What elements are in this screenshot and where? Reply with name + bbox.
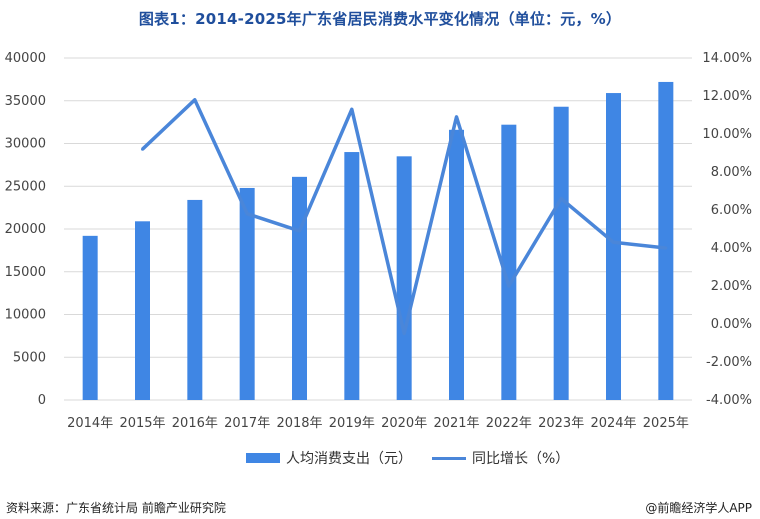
- line-point: [455, 115, 458, 119]
- bar: [553, 106, 569, 401]
- x-tick-label: 2022年: [486, 416, 532, 431]
- y-right-tick-label: 4.00%: [711, 241, 752, 256]
- bar: [82, 235, 98, 400]
- y-left-tick-label: 25000: [5, 179, 46, 194]
- bar: [135, 221, 150, 400]
- x-tick-label: 2016年: [172, 416, 218, 431]
- x-tick-label: 2023年: [538, 416, 584, 431]
- x-tick-label: 2015年: [119, 416, 165, 431]
- brand-mark: @前瞻经济学人APP: [645, 501, 752, 515]
- line-point: [664, 246, 668, 250]
- y-right-tick-label: 8.00%: [711, 165, 752, 180]
- y-left-tick-label: 5000: [13, 350, 46, 365]
- y-right-tick-label: 0.00%: [711, 317, 752, 332]
- bar: [344, 152, 360, 400]
- source-note: 资料来源：广东省统计局 前瞻产业研究院: [6, 501, 226, 515]
- x-tick-label: 2021年: [433, 416, 479, 431]
- bar: [658, 81, 674, 400]
- line-point: [559, 197, 563, 201]
- y-right-tick-label: -4.00%: [706, 393, 752, 408]
- line-point: [193, 98, 197, 102]
- legend-item-bar[interactable]: 人均消费支出（元）: [246, 448, 412, 468]
- y-axis-right: -4.00% -2.00% 0.00% 2.00% 4.00% 6.00% 8.00% 10.…: [702, 51, 752, 408]
- footer: 资料来源：广东省统计局 前瞻产业研究院 @前瞻经济学人APP: [0, 497, 760, 519]
- line-point: [245, 212, 249, 216]
- x-tick-label: 2024年: [590, 416, 636, 431]
- y-left-tick-label: 30000: [5, 137, 46, 152]
- line-point: [507, 284, 511, 288]
- x-tick-label: 2020年: [381, 416, 427, 431]
- y-axis-left: 0 5000 10000 15000 20000 25000 30000 35000 40000: [5, 51, 46, 408]
- x-tick-label: 2025年: [643, 416, 689, 431]
- legend-bar-label: 人均消费支出（元）: [286, 451, 412, 467]
- bar: [187, 199, 203, 400]
- line-point: [402, 332, 406, 335]
- y-left-tick-label: 20000: [5, 222, 46, 237]
- y-left-tick-label: 40000: [5, 51, 46, 66]
- x-tick-label: 2014年: [67, 416, 113, 431]
- line-series: [141, 98, 668, 336]
- y-right-tick-label: -2.00%: [706, 355, 752, 370]
- y-left-tick-label: 0: [38, 393, 46, 408]
- y-right-tick-label: 6.00%: [711, 203, 752, 218]
- y-right-tick-label: 2.00%: [711, 279, 752, 294]
- chart-title: 图表1：2014-2025年广东省居民消费水平变化情况（单位：元，%）: [138, 10, 622, 28]
- line-point: [612, 240, 615, 244]
- bar: [501, 124, 517, 400]
- bar: [449, 129, 464, 400]
- legend-line-swatch: [432, 456, 466, 460]
- y-left-tick-label: 35000: [5, 94, 46, 109]
- x-tick-label: 2019年: [329, 416, 375, 431]
- bar: [606, 93, 621, 401]
- legend-line-label: 同比增长（%）: [472, 451, 570, 467]
- legend-bar-swatch: [246, 453, 280, 463]
- bar: [239, 187, 255, 400]
- x-tick-label: 2018年: [276, 416, 322, 431]
- x-axis: 2014年 2015年 2016年 2017年 2018年 2019年 2020年 2021年…: [67, 416, 689, 431]
- bar-series: [82, 81, 674, 401]
- y-right-tick-label: 12.00%: [702, 89, 752, 104]
- y-left-tick-label: 10000: [5, 308, 46, 323]
- y-right-tick-label: 10.00%: [702, 127, 752, 142]
- bar: [292, 176, 307, 400]
- line-point: [298, 229, 301, 233]
- bar: [396, 156, 412, 400]
- x-tick-label: 2017年: [224, 416, 270, 431]
- line-point: [350, 107, 354, 111]
- legend-item-line[interactable]: 同比增长（%）: [432, 448, 569, 468]
- legend: 人均消费支出（元） 同比增长（%）: [0, 446, 760, 470]
- y-right-tick-label: 14.00%: [702, 51, 752, 66]
- line-point: [141, 147, 144, 151]
- y-left-tick-label: 15000: [5, 265, 46, 280]
